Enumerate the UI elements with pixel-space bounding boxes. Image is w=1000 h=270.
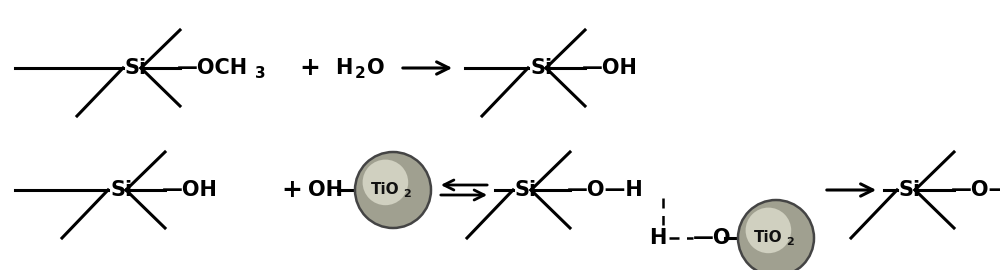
Text: —O—: —O— [951,180,1000,200]
Text: Si: Si [530,58,552,78]
Text: H: H [335,58,352,78]
Text: 2: 2 [355,66,366,82]
Text: Si: Si [899,180,921,200]
Text: —O—H: —O—H [567,180,644,200]
Text: Si: Si [515,180,537,200]
Circle shape [746,208,791,253]
Text: Si: Si [110,180,132,200]
Text: +: + [282,178,302,202]
Text: H: H [649,228,666,248]
Text: 2: 2 [403,189,411,199]
Circle shape [355,152,431,228]
Text: 2: 2 [786,237,794,247]
Text: —OH: —OH [162,180,218,200]
Text: TiO: TiO [371,183,399,197]
Text: —OCH: —OCH [177,58,248,78]
Text: +: + [300,56,320,80]
Text: 3: 3 [255,66,266,82]
Text: TiO: TiO [754,231,782,245]
Text: OH: OH [308,180,343,200]
Text: —OH: —OH [582,58,638,78]
Text: O: O [367,58,385,78]
Circle shape [363,160,408,205]
Text: —O: —O [693,228,732,248]
Text: Si: Si [125,58,147,78]
Circle shape [738,200,814,270]
